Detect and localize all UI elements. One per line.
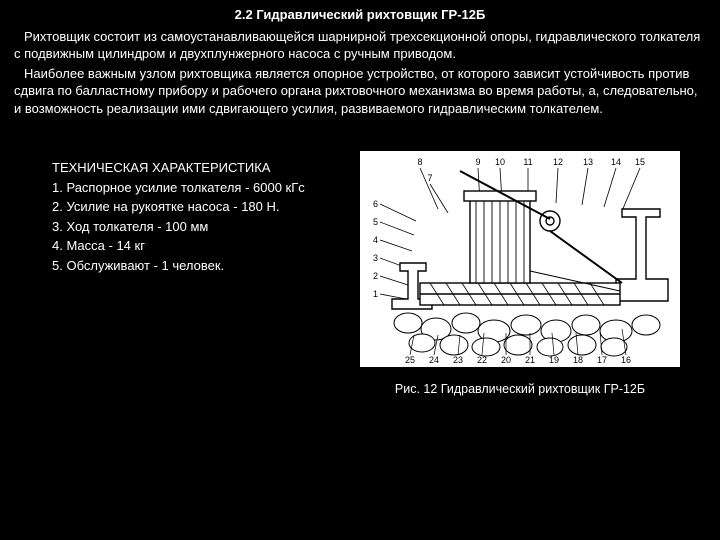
spec-item-3: 3. Ход толкателя - 100 мм xyxy=(52,218,324,236)
spec-block: ТЕХНИЧЕСКАЯ ХАРАКТЕРИСТИКА 1. Распорное … xyxy=(14,151,334,398)
callout-3: 3 xyxy=(373,253,378,263)
callout-8: 8 xyxy=(417,157,422,167)
spec-item-5: 5. Обслуживают - 1 человек. xyxy=(52,257,324,275)
callout-10: 10 xyxy=(495,157,505,167)
callout-17: 17 xyxy=(597,355,607,365)
figure-caption: Рис. 12 Гидравлический рихтовщик ГР-12Б xyxy=(390,381,650,398)
section-title: 2.2 Гидравлический рихтовщик ГР-12Б xyxy=(14,6,706,24)
callout-18: 18 xyxy=(573,355,583,365)
callout-6: 6 xyxy=(373,199,378,209)
callout-4: 4 xyxy=(373,235,378,245)
callout-1: 1 xyxy=(373,289,378,299)
callout-7: 7 xyxy=(427,173,432,183)
figure-diagram: 8 7 9 10 11 12 13 14 15 xyxy=(360,151,680,367)
callout-12: 12 xyxy=(553,157,563,167)
callout-24: 24 xyxy=(429,355,439,365)
callout-25: 25 xyxy=(405,355,415,365)
body-text: Рихтовщик состоит из самоустанавливающей… xyxy=(14,28,706,118)
callout-9: 9 xyxy=(475,157,480,167)
callout-15: 15 xyxy=(635,157,645,167)
callout-2: 2 xyxy=(373,271,378,281)
callout-11: 11 xyxy=(523,157,532,167)
spec-item-2: 2. Усилие на рукоятке насоса - 180 Н. xyxy=(52,198,324,216)
paragraph-2: Наиболее важным узлом рихтовщика являетс… xyxy=(14,65,706,118)
callout-13: 13 xyxy=(583,157,593,167)
spec-item-1: 1. Распорное усилие толкателя - 6000 кГс xyxy=(52,179,324,197)
callout-19: 19 xyxy=(549,355,559,365)
callout-20: 20 xyxy=(501,355,511,365)
callout-21: 21 xyxy=(525,355,535,365)
callout-23: 23 xyxy=(453,355,463,365)
callout-5: 5 xyxy=(373,217,378,227)
paragraph-1: Рихтовщик состоит из самоустанавливающей… xyxy=(14,28,706,63)
callout-16: 16 xyxy=(621,355,631,365)
callout-14: 14 xyxy=(611,157,621,167)
spec-item-4: 4. Масса - 14 кг xyxy=(52,237,324,255)
spec-heading: ТЕХНИЧЕСКАЯ ХАРАКТЕРИСТИКА xyxy=(52,159,324,177)
callout-22: 22 xyxy=(477,355,487,365)
